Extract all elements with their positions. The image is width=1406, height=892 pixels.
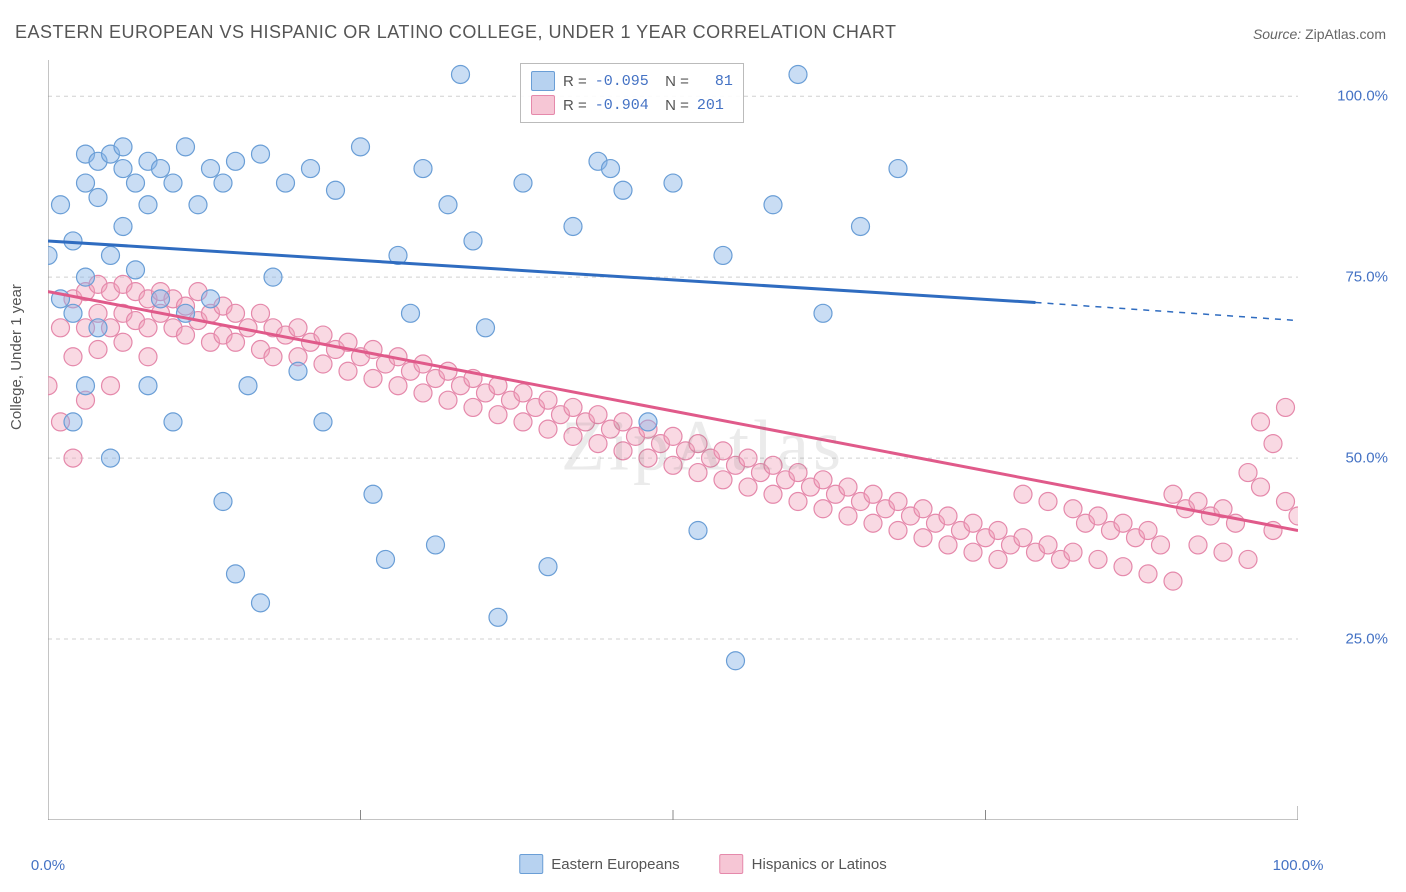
correlation-stats-box: R = -0.095 N = 81 R = -0.904 N = 201 (520, 63, 744, 123)
swatch-hispanic (531, 95, 555, 115)
xtick-label: 100.0% (1273, 857, 1324, 874)
stat-r-eastern: -0.095 (595, 73, 649, 90)
source-label: Source: (1253, 26, 1301, 42)
ytick-label: 100.0% (1337, 88, 1388, 105)
stat-label-r: R = (563, 73, 587, 90)
swatch-eastern (531, 71, 555, 91)
y-axis-label: College, Under 1 year (8, 284, 25, 430)
stats-row-hispanic: R = -0.904 N = 201 (531, 93, 733, 117)
plot-area (48, 60, 1298, 820)
legend-swatch-hispanic (720, 854, 744, 874)
source-attribution: Source: ZipAtlas.com (1253, 26, 1386, 42)
stats-row-eastern: R = -0.095 N = 81 (531, 69, 733, 93)
legend-label-hispanic: Hispanics or Latinos (752, 856, 887, 873)
legend-item-eastern: Eastern Europeans (519, 854, 679, 874)
stat-n-eastern: 81 (697, 73, 733, 90)
bottom-legend: Eastern Europeans Hispanics or Latinos (519, 854, 887, 874)
stat-label-n: N = (657, 97, 689, 114)
legend-swatch-eastern (519, 854, 543, 874)
stat-label-r: R = (563, 97, 587, 114)
ytick-label: 75.0% (1345, 269, 1388, 286)
xtick-label: 0.0% (31, 857, 65, 874)
legend-label-eastern: Eastern Europeans (551, 856, 679, 873)
legend-item-hispanic: Hispanics or Latinos (720, 854, 887, 874)
scatter-plot-svg (48, 60, 1298, 820)
stat-n-hispanic: 201 (697, 97, 724, 114)
ytick-label: 50.0% (1345, 450, 1388, 467)
source-value: ZipAtlas.com (1305, 26, 1386, 42)
ytick-label: 25.0% (1345, 631, 1388, 648)
stat-label-n: N = (657, 73, 689, 90)
stat-r-hispanic: -0.904 (595, 97, 649, 114)
chart-title: EASTERN EUROPEAN VS HISPANIC OR LATINO C… (15, 22, 897, 43)
